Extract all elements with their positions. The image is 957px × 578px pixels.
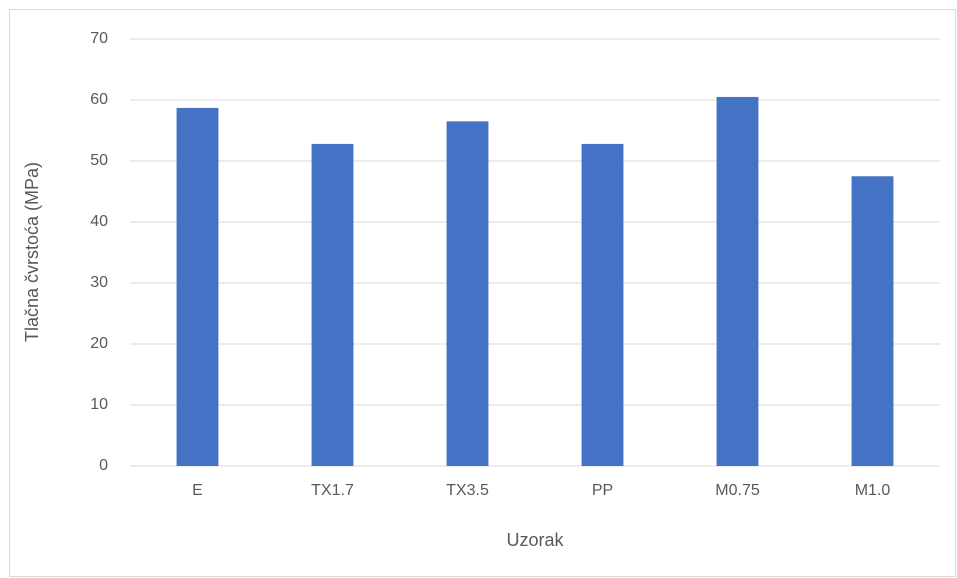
y-tick-label: 40 bbox=[90, 213, 108, 230]
x-axis-title: Uzorak bbox=[506, 530, 564, 550]
x-tick-label: TX3.5 bbox=[446, 482, 489, 499]
bar bbox=[311, 143, 354, 467]
y-tick-label: 50 bbox=[90, 152, 108, 169]
y-tick-label: 10 bbox=[90, 396, 108, 413]
x-tick-label: M1.0 bbox=[855, 482, 891, 499]
y-tick-label: 60 bbox=[90, 91, 108, 108]
y-axis-title: Tlačna čvrstoća (MPa) bbox=[22, 162, 42, 342]
bar bbox=[446, 121, 489, 466]
y-tick-label: 20 bbox=[90, 335, 108, 352]
y-tick-label: 30 bbox=[90, 274, 108, 291]
x-tick-label: E bbox=[192, 482, 203, 499]
bar bbox=[176, 107, 219, 467]
x-tick-label: TX1.7 bbox=[311, 482, 354, 499]
x-tick-label: M0.75 bbox=[715, 482, 760, 499]
bar bbox=[716, 96, 759, 466]
bar bbox=[851, 176, 894, 466]
bar bbox=[581, 143, 624, 467]
y-tick-label: 70 bbox=[90, 30, 108, 47]
y-tick-label: 0 bbox=[99, 457, 108, 474]
x-tick-label: PP bbox=[592, 482, 613, 499]
